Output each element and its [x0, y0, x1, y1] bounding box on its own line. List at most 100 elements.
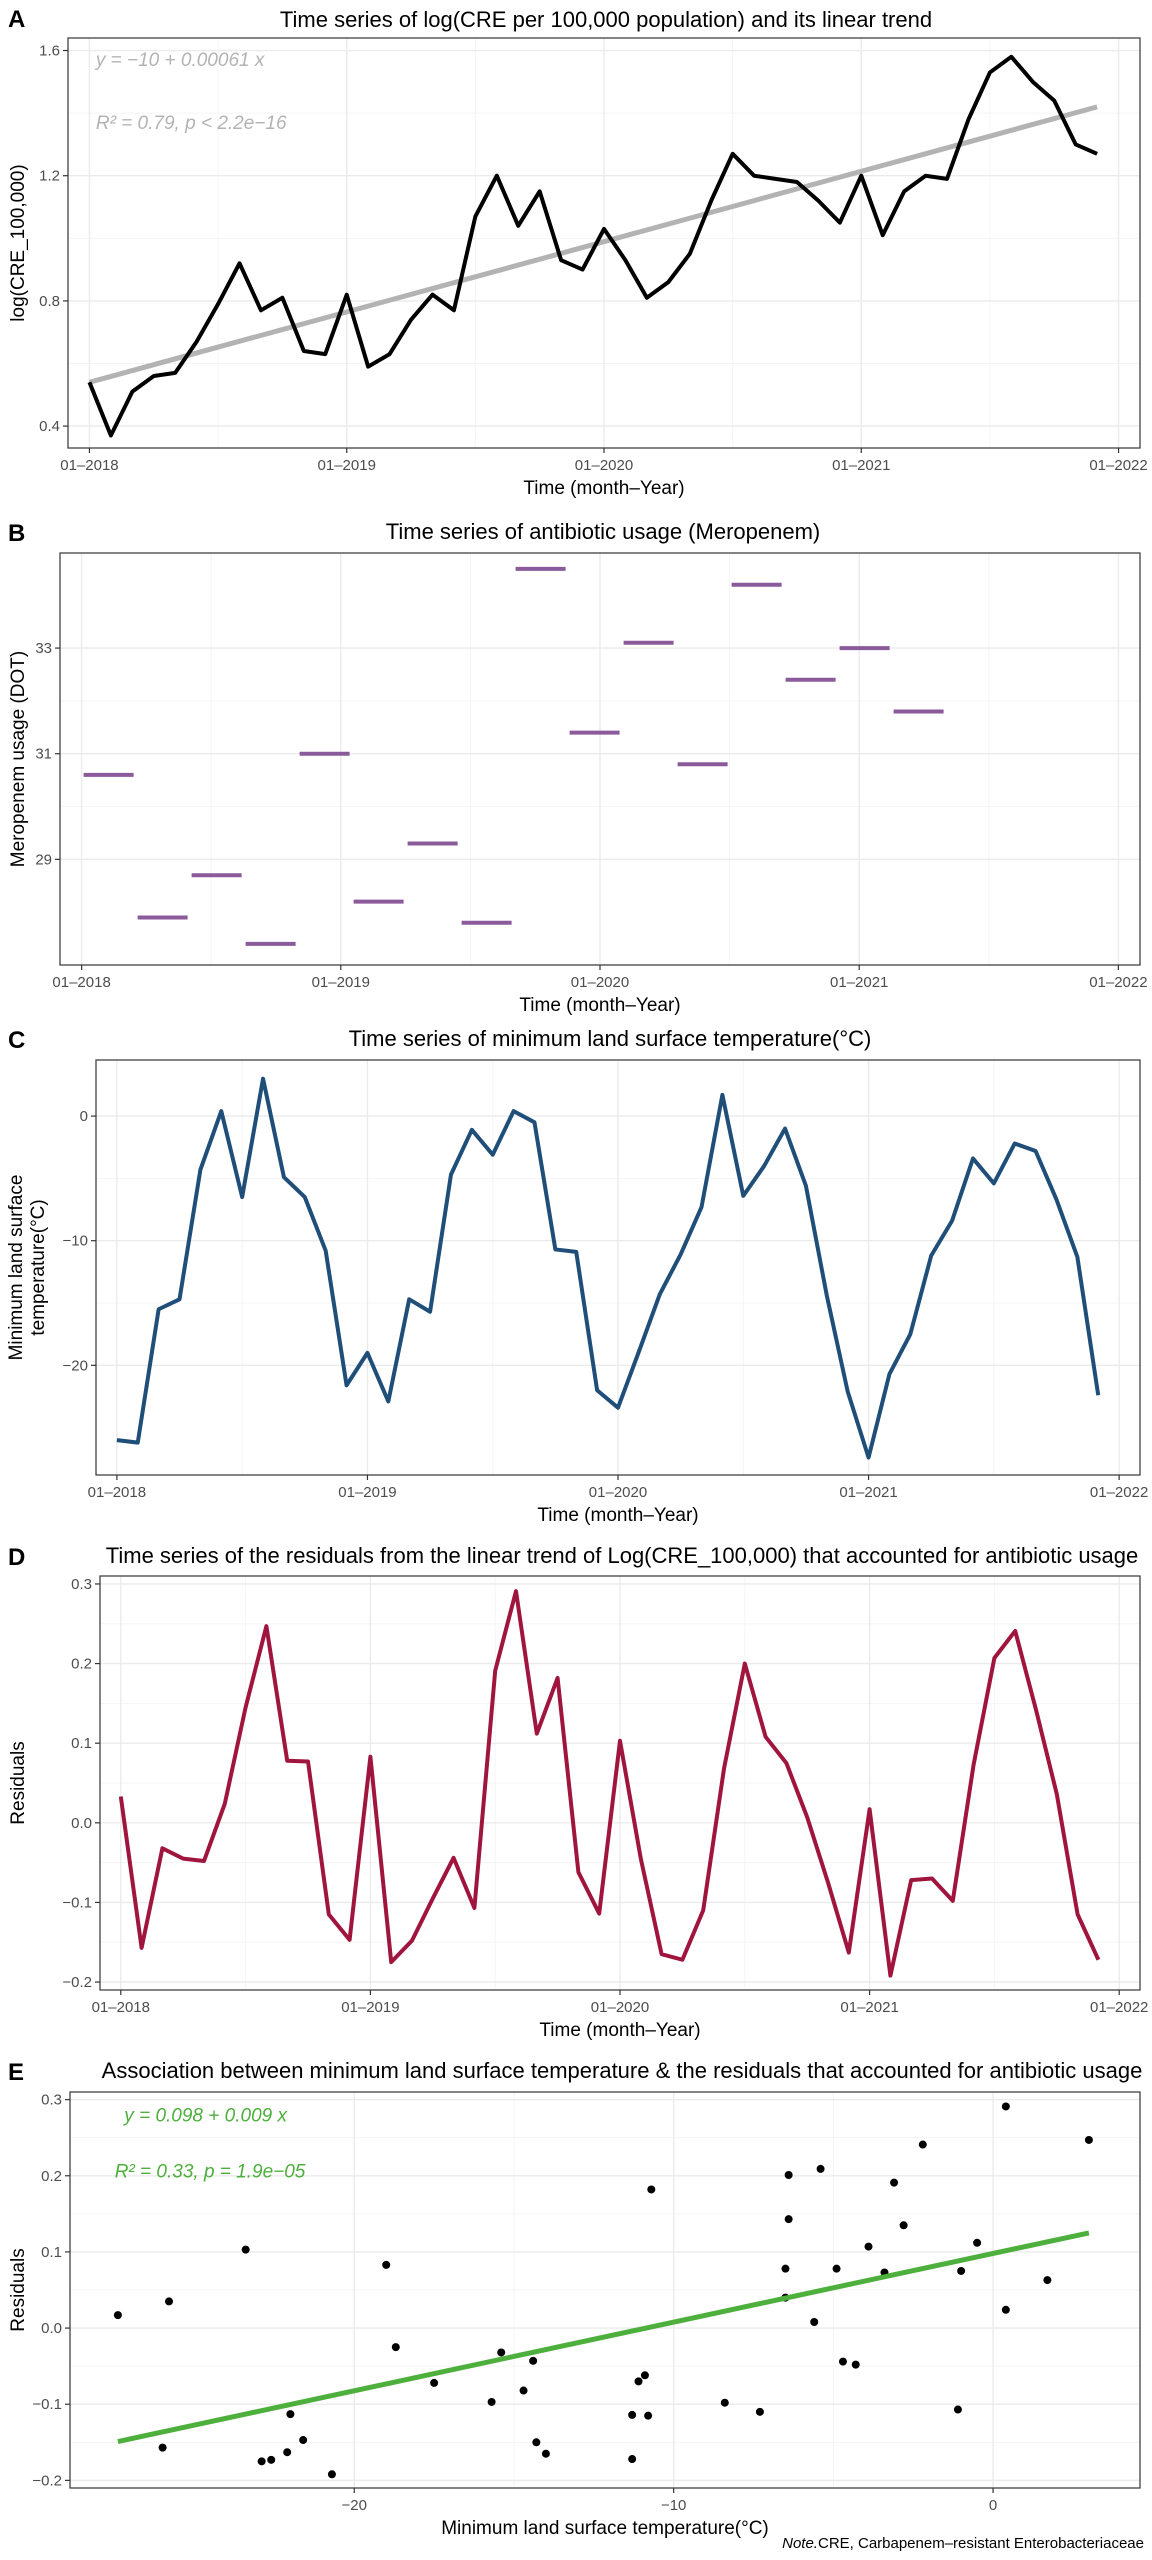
scatter-point — [286, 2410, 295, 2419]
x-tick-label: 01–2019 — [312, 974, 370, 991]
x-tick-label: 01–2018 — [92, 1999, 150, 2016]
y-tick-label: 1.2 — [39, 168, 60, 185]
y-tick-label: −0.2 — [62, 1974, 92, 1991]
x-tick-label: 01–2021 — [832, 457, 890, 474]
y-tick-label: 33 — [35, 640, 52, 657]
y-tick-label: −0.1 — [62, 1894, 92, 1911]
y-axis-label: Minimum land surface — [6, 1175, 27, 1361]
y-tick-label: −0.2 — [32, 2472, 62, 2489]
y-axis-label: Residuals — [8, 1741, 29, 1824]
y-tick-label: 1.6 — [39, 43, 60, 60]
x-tick-label: 01–2019 — [318, 457, 376, 474]
series-line — [116, 1076, 1101, 1460]
chart-title: Time series of minimum land surface temp… — [349, 1026, 872, 1051]
y-axis-label: log(CRE_100,000) — [8, 164, 29, 321]
y-axis-label: temperature(°C) — [28, 1199, 49, 1335]
x-tick-label: 0 — [989, 2497, 997, 2514]
x-tick-label: 01–2022 — [1089, 974, 1147, 991]
y-axis: 0.4 0.8 1.2 1.6 — [39, 43, 68, 435]
x-tick-label: 01–2018 — [52, 974, 110, 991]
y-tick-label: 0.2 — [71, 1656, 92, 1673]
scatter-point — [241, 2245, 250, 2254]
panel-label: E — [8, 2059, 24, 2086]
scatter-point — [487, 2397, 496, 2406]
x-axis-label: Minimum land surface temperature(°C) — [441, 2518, 769, 2539]
y-axis: 29 31 33 — [35, 640, 60, 868]
panel-label: C — [8, 1027, 25, 1054]
panel-label: B — [8, 520, 25, 547]
scatter-point — [1084, 2135, 1093, 2144]
chart-title: Time series of antibiotic usage (Meropen… — [386, 519, 820, 544]
y-tick-label: −0.1 — [32, 2396, 62, 2413]
x-tick-label: 01–2022 — [1090, 1999, 1148, 2016]
footnote: Note.CRE, Carbapenem–resistant Enterobac… — [782, 2535, 1144, 2552]
x-tick-label: 01–2019 — [341, 1999, 399, 2016]
trend-line — [88, 104, 1098, 385]
gridlines — [70, 2092, 1140, 2488]
series-0 — [118, 1589, 1101, 1978]
scatter-point — [1001, 2305, 1010, 2314]
y-axis: −0.2 −0.1 0.0 0.1 0.2 0.3 — [32, 2092, 70, 2489]
y-tick-label: 31 — [35, 746, 52, 763]
scatter-point — [267, 2455, 276, 2464]
scatter-point — [327, 2470, 336, 2479]
panel-label: A — [8, 6, 25, 33]
x-tick-label: 01–2020 — [591, 1999, 649, 2016]
panel-d: D Time series of the residuals from the l… — [8, 1543, 1148, 2041]
scatter-point — [628, 2410, 637, 2419]
scatter-point — [832, 2264, 841, 2273]
trend-line — [117, 2230, 1090, 2444]
x-tick-label: 01–2022 — [1090, 1484, 1148, 1501]
panel-a: A Time series of log(CRE per 100,000 popu… — [8, 6, 1148, 499]
scatter-point — [784, 2215, 793, 2224]
x-axis: 01–2018 01–2019 01–2020 01–2021 01–2022 — [92, 1990, 1148, 2016]
equation-annotation: y = −10 + 0.00061 x — [94, 50, 266, 71]
y-tick-label: 29 — [35, 851, 52, 868]
series-0 — [87, 54, 1098, 438]
scatter-point — [957, 2266, 966, 2275]
x-axis: 01–2018 01–2019 01–2020 01–2021 01–2022 — [88, 1475, 1148, 1501]
y-tick-label: 0.1 — [71, 1735, 92, 1752]
y-axis: −0.2 −0.1 0.0 0.1 0.2 0.3 — [62, 1576, 100, 1991]
scatter-point — [755, 2407, 764, 2416]
scatter-point — [541, 2449, 550, 2458]
scatter-point — [784, 2171, 793, 2180]
scatter-point — [519, 2386, 528, 2395]
scatter-point — [838, 2357, 847, 2366]
footnote-italic: Note. — [782, 2535, 818, 2552]
y-tick-label: 0.8 — [39, 293, 60, 310]
scatter-point — [634, 2377, 643, 2386]
usage-segments — [83, 566, 944, 946]
x-axis-label: Time (month–Year) — [537, 1505, 698, 1526]
scatter-point — [644, 2411, 653, 2420]
y-tick-label: 0.0 — [71, 1815, 92, 1832]
scatter-point — [283, 2448, 292, 2457]
scatter-point — [816, 2164, 825, 2173]
scatter-point — [430, 2378, 439, 2387]
x-axis-label: Time (month–Year) — [523, 478, 684, 499]
scatter-point — [918, 2140, 927, 2149]
y-tick-label: 0.2 — [41, 2168, 62, 2185]
series-line — [87, 54, 1098, 438]
chart-title: Time series of log(CRE per 100,000 popul… — [280, 7, 932, 32]
y-tick-label: 0.3 — [71, 1576, 92, 1593]
scatter-point — [1043, 2276, 1052, 2285]
gridlines — [96, 1060, 1140, 1475]
x-tick-label: 01–2020 — [589, 1484, 647, 1501]
x-axis: 01–2018 01–2019 01–2020 01–2021 01–2022 — [52, 965, 1148, 991]
y-axis-label: Meropenem usage (DOT) — [8, 651, 29, 867]
gridlines — [60, 553, 1140, 965]
x-tick-label: 01–2020 — [571, 974, 629, 991]
panel-label: D — [8, 1544, 25, 1571]
scatter-point — [864, 2242, 873, 2251]
x-tick-label: 01–2021 — [839, 1484, 897, 1501]
y-tick-label: −20 — [63, 1357, 88, 1374]
scatter-point — [851, 2360, 860, 2369]
y-tick-label: 0.1 — [41, 2244, 62, 2261]
scatter-point — [628, 2455, 637, 2464]
footnote-text: CRE, Carbapenem–resistant Enterobacteria… — [818, 2535, 1144, 2552]
scatter-point — [382, 2260, 391, 2269]
equation-annotation: R² = 0.33, p = 1.9e−05 — [115, 2161, 306, 2182]
scatter-point — [781, 2264, 790, 2273]
